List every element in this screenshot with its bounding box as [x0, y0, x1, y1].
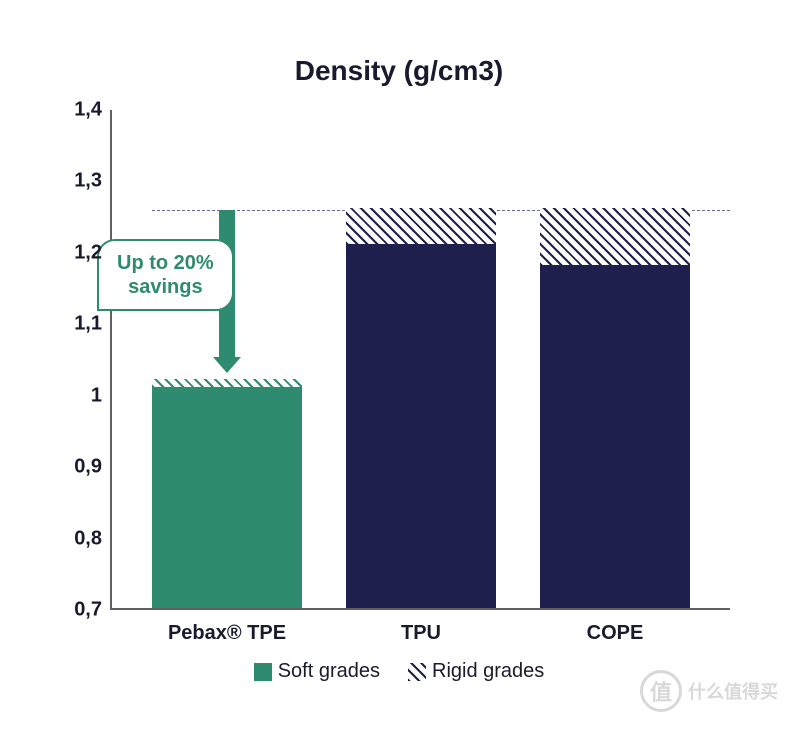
bar-group: Pebax® TPE: [152, 108, 302, 608]
watermark-icon: 值: [640, 670, 682, 712]
x-axis-label: COPE: [587, 608, 644, 645]
x-axis-label: TPU: [401, 608, 441, 645]
bar-rigid: [540, 208, 690, 265]
legend-swatch-rigid: [408, 663, 426, 681]
legend-label-soft: Soft grades: [278, 660, 380, 683]
y-tick-label: 0,9: [74, 456, 112, 479]
watermark: 值 什么值得买: [640, 670, 778, 712]
bar-soft: [346, 244, 496, 608]
y-tick-label: 0,8: [74, 527, 112, 550]
legend-item-soft: Soft grades: [254, 660, 380, 683]
chart-title: Density (g/cm3): [0, 55, 798, 87]
bar-soft: [152, 387, 302, 608]
y-tick-label: 1,1: [74, 313, 112, 336]
chart-plot-area: Up to 20% savings 0,70,80,911,11,21,31,4…: [110, 110, 730, 610]
y-tick-label: 0,7: [74, 599, 112, 622]
y-tick-label: 1,4: [74, 99, 112, 122]
bar-soft: [540, 265, 690, 608]
bar-group: TPU: [346, 108, 496, 608]
legend-swatch-soft: [254, 663, 272, 681]
bar-group: COPE: [540, 108, 690, 608]
bar-rigid: [152, 379, 302, 386]
y-tick-label: 1: [91, 384, 112, 407]
bar-rigid: [346, 208, 496, 244]
y-tick-label: 1,3: [74, 170, 112, 193]
legend-label-rigid: Rigid grades: [432, 660, 544, 683]
watermark-text: 什么值得买: [688, 678, 778, 704]
legend-item-rigid: Rigid grades: [408, 660, 544, 683]
x-axis-label: Pebax® TPE: [168, 608, 286, 645]
y-tick-label: 1,2: [74, 241, 112, 264]
